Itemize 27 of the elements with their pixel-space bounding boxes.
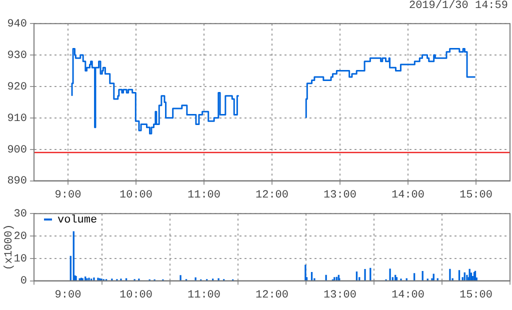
x-tick-label: 9:00 bbox=[54, 189, 82, 202]
x-tick-label: 11:00 bbox=[187, 189, 221, 202]
x-tick-label: 14:00 bbox=[391, 189, 425, 202]
y-tick-label: 930 bbox=[7, 50, 27, 62]
x-tick-label: 9:00 bbox=[54, 289, 82, 302]
x-tick-label: 12:00 bbox=[255, 289, 289, 302]
legend-label: volume bbox=[58, 214, 98, 226]
x-tick-label: 15:00 bbox=[459, 289, 493, 302]
y-tick-label: 10 bbox=[14, 253, 27, 266]
y-tick-label: 900 bbox=[7, 144, 27, 156]
y-tick-label: 20 bbox=[14, 230, 27, 243]
y-tick-label: 920 bbox=[7, 81, 27, 94]
x-tick-label: 13:00 bbox=[323, 189, 357, 202]
y-axis-title: (x1000) bbox=[4, 224, 16, 270]
x-tick-label: 14:00 bbox=[391, 289, 425, 302]
x-tick-label: 10:00 bbox=[119, 289, 153, 302]
x-tick-label: 13:00 bbox=[323, 289, 357, 302]
text: 2019/1/30 14:59 bbox=[408, 0, 508, 12]
x-tick-label: 11:00 bbox=[187, 289, 221, 302]
y-tick-label: 30 bbox=[14, 208, 27, 221]
y-tick-label: 890 bbox=[7, 176, 27, 188]
y-tick-label: 910 bbox=[7, 112, 27, 125]
x-tick-label: 12:00 bbox=[255, 189, 289, 202]
x-tick-label: 15:00 bbox=[459, 189, 493, 202]
y-tick-label: 0 bbox=[20, 276, 27, 288]
x-tick-label: 10:00 bbox=[119, 189, 153, 202]
y-tick-label: 940 bbox=[7, 18, 27, 31]
